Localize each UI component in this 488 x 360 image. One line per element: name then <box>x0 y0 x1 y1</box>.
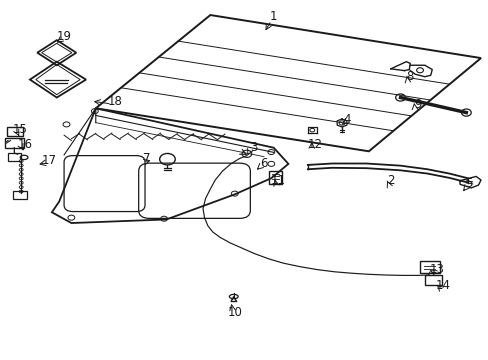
Circle shape <box>461 109 470 116</box>
Text: 18: 18 <box>108 95 122 108</box>
Text: 12: 12 <box>307 138 322 150</box>
Text: 5: 5 <box>464 177 471 190</box>
Text: 7: 7 <box>143 152 150 165</box>
Text: 10: 10 <box>227 306 242 319</box>
Text: 9: 9 <box>413 98 421 111</box>
Text: 2: 2 <box>386 174 394 186</box>
Text: 11: 11 <box>270 174 285 186</box>
Text: 19: 19 <box>57 30 71 43</box>
Text: 3: 3 <box>250 141 257 154</box>
Circle shape <box>395 94 405 101</box>
Text: 6: 6 <box>260 157 267 170</box>
Text: 17: 17 <box>42 154 57 167</box>
Text: 4: 4 <box>343 113 350 126</box>
Text: 13: 13 <box>429 263 444 276</box>
Text: 8: 8 <box>406 69 413 82</box>
Text: 14: 14 <box>435 279 450 292</box>
Text: 1: 1 <box>269 10 277 23</box>
Text: 16: 16 <box>18 138 33 150</box>
Text: 15: 15 <box>13 123 28 136</box>
